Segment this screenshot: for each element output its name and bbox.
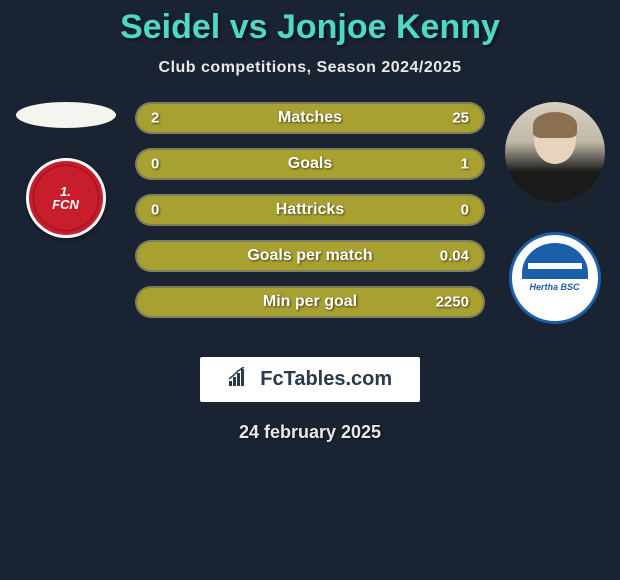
- hertha-badge-text: Hertha BSC: [512, 283, 598, 293]
- stat-label: Hattricks: [137, 201, 483, 219]
- brand-row: FcTables.com: [0, 357, 620, 402]
- left-column: [8, 102, 123, 238]
- hertha-flag: [522, 243, 588, 279]
- hertha-club-badge: Hertha BSC: [509, 232, 601, 324]
- stat-label: Matches: [137, 109, 483, 127]
- stat-bar-goals-per-match: 0.04Goals per match: [135, 240, 485, 272]
- left-ellipse-badge: [16, 102, 116, 128]
- stat-bar-min-per-goal: 2250Min per goal: [135, 286, 485, 318]
- fcn-club-badge: [26, 158, 106, 238]
- stats-bars: 225Matches 01Goals 00Hattricks 0.04Goals pe…: [135, 102, 485, 332]
- hertha-stripe: [528, 263, 582, 269]
- subtitle: Club competitions, Season 2024/2025: [0, 59, 620, 77]
- stat-bar-matches: 225Matches: [135, 102, 485, 134]
- stat-label: Goals: [137, 155, 483, 173]
- stat-label: Goals per match: [137, 247, 483, 265]
- page-title: Seidel vs Jonjoe Kenny: [0, 0, 620, 47]
- right-column: Hertha BSC: [497, 102, 612, 324]
- comparison-area: 225Matches 01Goals 00Hattricks 0.04Goals pe…: [0, 102, 620, 342]
- date-text: 24 february 2025: [0, 422, 620, 443]
- player-photo-kenny: [505, 102, 605, 202]
- brand-text: FcTables.com: [260, 368, 392, 390]
- brand-box: FcTables.com: [200, 357, 420, 402]
- stat-label: Min per goal: [137, 293, 483, 311]
- stat-bar-goals: 01Goals: [135, 148, 485, 180]
- chart-icon: [228, 367, 250, 392]
- stat-bar-hattricks: 00Hattricks: [135, 194, 485, 226]
